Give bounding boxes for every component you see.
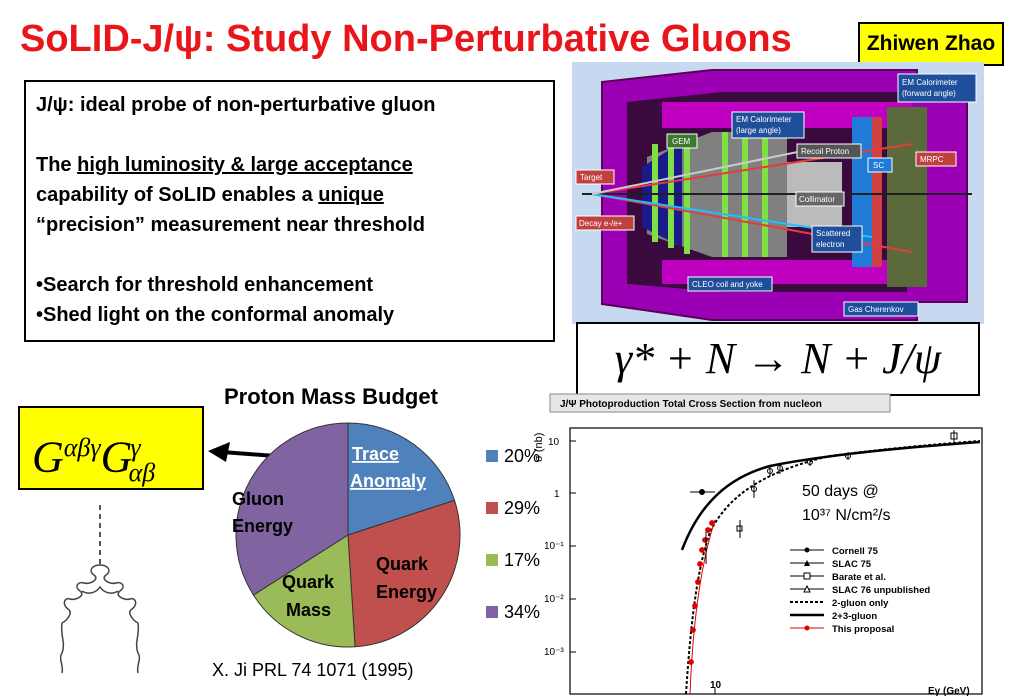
label-decay: Decay e-/e+ bbox=[579, 219, 623, 228]
pie-label-quark-mass: Quark bbox=[282, 572, 335, 592]
pie-slice-quark-energy bbox=[347, 499, 461, 648]
label-collimator: Collimator bbox=[799, 195, 835, 204]
svg-text:Energy: Energy bbox=[232, 516, 293, 536]
summary-textbox: J/ψ: ideal probe of non-perturbative glu… bbox=[24, 80, 555, 342]
label-em-large: EM Calorimeter bbox=[736, 115, 792, 124]
ytick-10: 10 bbox=[548, 437, 560, 448]
pie-slice-gluon-energy bbox=[235, 422, 349, 596]
pie-label-gluon: Gluon bbox=[232, 489, 284, 509]
pie-slice-quark-mass bbox=[252, 534, 356, 648]
svg-text:Anomaly: Anomaly bbox=[350, 471, 426, 491]
svg-text:electron: electron bbox=[816, 240, 844, 249]
textbox-line-1: J/ψ: ideal probe of non-perturbative glu… bbox=[36, 94, 436, 116]
label-gem: GEM bbox=[672, 137, 691, 146]
plot-legend: Cornell 75 SLAC 75 Barate et al. SLAC 76… bbox=[790, 546, 930, 635]
svg-text:2+3-gluon: 2+3-gluon bbox=[832, 611, 877, 622]
plot-annotation-days: 50 days @ bbox=[802, 483, 879, 500]
ytick-0p01: 10⁻² bbox=[544, 594, 564, 605]
pie-legend-label: 20% bbox=[504, 446, 540, 466]
xtick-10: 10 bbox=[710, 680, 722, 691]
svg-text:SLAC 75: SLAC 75 bbox=[832, 559, 872, 570]
ytick-1: 1 bbox=[554, 489, 560, 500]
proton-mass-pie-chart: Trace Anomaly Gluon Energy Quark Energy … bbox=[232, 422, 540, 648]
feynman-gluon-diagram bbox=[60, 505, 141, 674]
label-cleo: CLEO coil and yoke bbox=[692, 280, 763, 289]
author-badge: Zhiwen Zhao bbox=[858, 22, 1004, 66]
pie-legend-label: 17% bbox=[504, 550, 540, 570]
pie-slice-trace-anomaly bbox=[347, 422, 456, 536]
label-scattered: Scattered bbox=[816, 229, 850, 238]
bullet-threshold: •Search for threshold enhancement bbox=[36, 274, 374, 296]
slide-title: SoLID-J/ψ: Study Non-Perturbative Gluons bbox=[20, 18, 792, 60]
label-mrpc: MRPC bbox=[920, 155, 944, 164]
svg-text:Energy: Energy bbox=[376, 582, 437, 602]
pie-legend-swatch bbox=[486, 554, 498, 566]
label-sc: SC bbox=[873, 161, 884, 170]
svg-text:(large angle): (large angle) bbox=[736, 126, 781, 135]
label-cherenkov: Gas Cherenkov bbox=[848, 305, 904, 314]
svg-text:Barate et al.: Barate et al. bbox=[832, 572, 886, 583]
svg-text:Cornell 75: Cornell 75 bbox=[832, 546, 879, 557]
pie-legend-label: 34% bbox=[504, 602, 540, 622]
pie-legend-swatch bbox=[486, 502, 498, 514]
plot-annotation-lumi: 10³⁷ N/cm²/s bbox=[802, 507, 890, 524]
textbox-line-3: capability of SoLID enables a unique bbox=[36, 184, 384, 206]
pie-label-quark-energy: Quark bbox=[376, 554, 429, 574]
pie-legend-swatch bbox=[486, 450, 498, 462]
plot-header: J/Ψ Photoproduction Total Cross Section … bbox=[560, 399, 822, 410]
bullet-anomaly: •Shed light on the conformal anomaly bbox=[36, 304, 395, 326]
label-em-forward: EM Calorimeter bbox=[902, 78, 958, 87]
textbox-line-4: “precision” measurement near threshold bbox=[36, 214, 426, 236]
cross-section-plot: J/Ψ Photoproduction Total Cross Section … bbox=[533, 393, 983, 697]
reaction-formula: γ* + N → N + J/ψ bbox=[576, 322, 980, 396]
textbox-line-2: The high luminosity & large acceptance bbox=[36, 154, 413, 176]
label-recoil: Recoil Proton bbox=[801, 147, 849, 156]
citation: X. Ji PRL 74 1071 (1995) bbox=[212, 660, 414, 680]
svg-text:This proposal: This proposal bbox=[832, 624, 894, 635]
svg-text:(forward angle): (forward angle) bbox=[902, 89, 956, 98]
ytick-0p001: 10⁻³ bbox=[544, 647, 564, 658]
svg-text:2-gluon only: 2-gluon only bbox=[832, 598, 889, 609]
svg-text:SLAC 76 unpublished: SLAC 76 unpublished bbox=[832, 585, 930, 596]
pie-legend-label: 29% bbox=[504, 498, 540, 518]
ytick-0p1: 10⁻¹ bbox=[544, 541, 564, 552]
pie-title: Proton Mass Budget bbox=[224, 384, 438, 409]
solid-detector-diagram: EM Calorimeter (forward angle) EM Calori… bbox=[572, 62, 984, 324]
plot-xlabel: Eγ (GeV) bbox=[928, 686, 970, 697]
plot-ylabel: σ (nb) bbox=[533, 433, 545, 462]
pie-legend-swatch bbox=[486, 606, 498, 618]
svg-text:Mass: Mass bbox=[286, 600, 331, 620]
gluon-operator-box: GαβγGγαβ bbox=[18, 406, 204, 490]
label-target: Target bbox=[580, 173, 603, 182]
pie-label-trace: Trace bbox=[352, 444, 399, 464]
